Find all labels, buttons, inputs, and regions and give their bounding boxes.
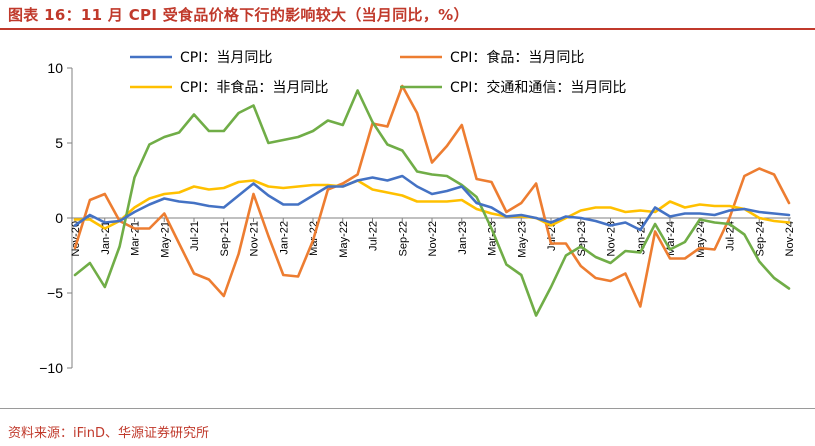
x-tick-label: Nov-20	[70, 221, 82, 256]
y-tick-label: 10	[47, 60, 63, 76]
x-tick-label: Jul-24	[725, 221, 737, 251]
y-tick-label: 0	[55, 210, 63, 226]
chart-title: 图表 16：11 月 CPI 受食品价格下行的影响较大（当月同比，%）	[8, 6, 469, 24]
x-tick-label: May-23	[516, 221, 528, 258]
y-tick-label: 5	[55, 135, 63, 151]
x-tick-label: Jul-22	[368, 221, 380, 251]
series-line-4	[73, 89, 791, 317]
x-tick-label: May-21	[159, 221, 171, 258]
source-note: 资料来源：iFinD、华源证券研究所	[8, 426, 210, 441]
x-tick-label: Jan-23	[457, 221, 469, 255]
legend-label-1: CPI：当月同比	[180, 50, 272, 66]
x-tick-label: Nov-24	[784, 221, 796, 256]
x-tick-label: Sep-22	[397, 221, 409, 256]
legend-label-3: CPI：非食品：当月同比	[180, 79, 328, 96]
series-line-3	[73, 179, 791, 230]
source-divider	[0, 408, 815, 409]
x-tick-label: Jan-22	[278, 221, 290, 255]
y-tick-label: −5	[47, 285, 63, 301]
x-tick-label: Nov-23	[606, 221, 618, 256]
legend-label-2: CPI：食品：当月同比	[450, 49, 584, 66]
x-tick-label: Sep-21	[219, 221, 231, 256]
legend: CPI：当月同比 CPI：食品：当月同比 CPI：非食品：当月同比 CPI：交通和通信…	[130, 49, 626, 96]
title-divider	[0, 28, 815, 30]
legend-label-4: CPI：交通和通信：当月同比	[450, 79, 626, 96]
x-tick-label: Jan-21	[100, 221, 112, 255]
x-tick-label: Mar-23	[487, 221, 499, 256]
series-line-2	[73, 84, 791, 308]
y-tick-label: −10	[39, 360, 63, 376]
series-line-1	[73, 174, 791, 232]
x-tick-label: Sep-24	[754, 221, 766, 256]
series-group	[73, 84, 791, 317]
x-tick-label: May-22	[338, 221, 350, 258]
x-tick-label: Jul-21	[189, 221, 201, 251]
x-tick-label: Nov-22	[427, 221, 439, 256]
x-tick-label: Nov-21	[249, 221, 261, 256]
